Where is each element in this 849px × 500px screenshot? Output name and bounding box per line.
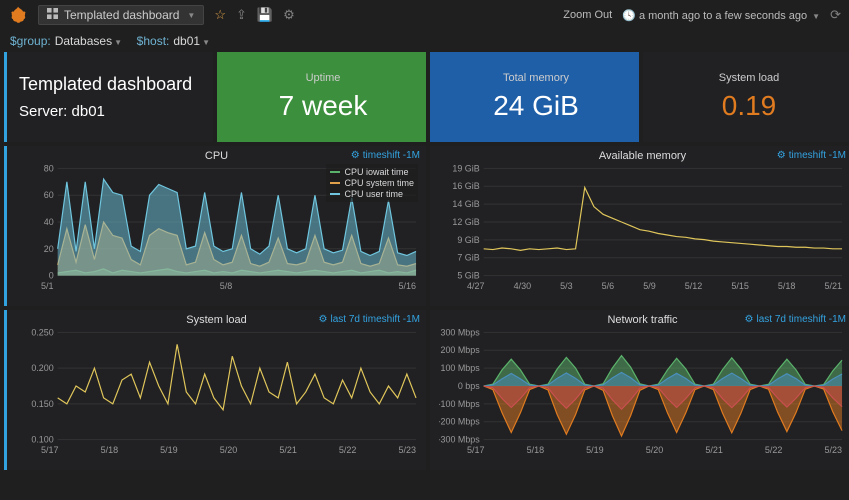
stat-title: Total memory — [503, 72, 569, 84]
svg-text:16 GiB: 16 GiB — [452, 181, 479, 191]
svg-text:-300 Mbps: -300 Mbps — [439, 435, 480, 445]
dashboard-picker[interactable]: Templated dashboard ▼ — [38, 5, 204, 25]
svg-text:0 bps: 0 bps — [458, 381, 480, 391]
var-value-group[interactable]: Databases▼ — [55, 34, 122, 48]
page-title: Templated dashboard — [19, 74, 213, 95]
stat-value: 7 week — [279, 90, 368, 122]
stat-title: System load — [719, 72, 780, 84]
svg-text:60: 60 — [44, 190, 54, 200]
timeshift-label: last 7d timeshift -1M — [745, 314, 846, 325]
svg-text:-100 Mbps: -100 Mbps — [439, 399, 480, 409]
stat-uptime[interactable]: Uptime 7 week — [217, 52, 426, 142]
svg-text:19 GiB: 19 GiB — [452, 163, 479, 173]
page-subtitle: Server: db01 — [19, 103, 213, 120]
x-axis: 5/175/185/195/205/215/225/23 — [439, 445, 846, 455]
chevron-down-icon: ▼ — [812, 12, 820, 21]
timeshift-label: timeshift -1M — [777, 150, 846, 161]
stat-title: Uptime — [306, 72, 341, 84]
gear-icon[interactable]: ⚙ — [283, 7, 295, 23]
grid-icon — [47, 8, 58, 22]
chevron-down-icon: ▼ — [114, 38, 122, 47]
time-range-label: a month ago to a few seconds ago — [639, 10, 807, 22]
svg-text:9 GiB: 9 GiB — [457, 235, 479, 245]
svg-text:200 Mbps: 200 Mbps — [441, 345, 481, 355]
template-vars: $group: Databases▼ $host: db01▼ ➤ — [0, 30, 849, 52]
x-axis: 5/175/185/195/205/215/225/23 — [13, 445, 420, 455]
x-axis: 5/15/85/16 — [13, 281, 420, 291]
star-icon[interactable]: ☆ — [214, 7, 226, 23]
chevron-down-icon: ▼ — [187, 11, 195, 20]
svg-text:0.200: 0.200 — [31, 363, 53, 373]
chevron-down-icon: ▼ — [202, 38, 210, 47]
svg-text:40: 40 — [44, 217, 54, 227]
save-icon[interactable]: 💾 — [257, 7, 273, 23]
var-value-host-label: db01 — [173, 34, 200, 48]
chart-plot: 5 GiB 7 GiB 9 GiB 12 GiB 14 GiB 16 GiB 19 GiB — [439, 163, 846, 281]
timeshift-label: timeshift -1M — [351, 150, 420, 161]
svg-text:0.100: 0.100 — [31, 435, 53, 445]
x-axis: 4/274/305/35/65/95/125/155/185/21 — [439, 281, 846, 291]
chart-available-memory[interactable]: Available memory timeshift -1M 5 GiB7 Gi… — [430, 146, 849, 306]
stat-value: 24 GiB — [493, 90, 579, 122]
svg-text:80: 80 — [44, 163, 54, 173]
svg-text:12 GiB: 12 GiB — [452, 217, 479, 227]
time-range-picker[interactable]: 🕓 a month ago to a few seconds ago ▼ — [622, 9, 820, 22]
topbar: Templated dashboard ▼ ☆ ⇪ 💾 ⚙ Zoom Out 🕓… — [0, 0, 849, 30]
title-panel: Templated dashboard Server: db01 — [4, 52, 213, 142]
chart-cpu[interactable]: CPU timeshift -1M 020406080 5/15/85/16 C… — [4, 146, 426, 306]
stat-system-load[interactable]: System load 0.19 — [643, 52, 849, 142]
var-value-host[interactable]: db01▼ — [173, 34, 210, 48]
svg-text:0.150: 0.150 — [31, 399, 53, 409]
refresh-icon[interactable]: ⟳ — [830, 7, 841, 23]
timeshift-label: last 7d timeshift -1M — [319, 314, 420, 325]
svg-text:100 Mbps: 100 Mbps — [441, 363, 481, 373]
clock-icon: 🕓 — [622, 10, 636, 22]
panel-grid: Templated dashboard Server: db01 Uptime … — [0, 52, 849, 470]
svg-text:20: 20 — [44, 244, 54, 254]
dashboard-title: Templated dashboard — [64, 8, 179, 22]
svg-text:0.250: 0.250 — [31, 327, 53, 337]
var-key-host: $host: — [137, 34, 170, 48]
chart-network-traffic[interactable]: Network traffic last 7d timeshift -1M -3… — [430, 310, 849, 470]
svg-text:-200 Mbps: -200 Mbps — [439, 417, 480, 427]
svg-text:300 Mbps: 300 Mbps — [441, 327, 481, 337]
svg-text:0: 0 — [49, 271, 54, 281]
stat-total-memory[interactable]: Total memory 24 GiB — [430, 52, 639, 142]
zoom-out-button[interactable]: Zoom Out — [563, 9, 612, 21]
var-value-group-label: Databases — [55, 34, 112, 48]
share-icon[interactable]: ⇪ — [236, 7, 247, 23]
chart-system-load[interactable]: System load last 7d timeshift -1M 0.1000… — [4, 310, 426, 470]
chart-plot: -300 Mbps -200 Mbps -100 Mbps 0 bps 100 Mbps… — [439, 327, 846, 445]
svg-text:7 GiB: 7 GiB — [457, 253, 479, 263]
var-key-group: $group: — [10, 34, 51, 48]
svg-text:5 GiB: 5 GiB — [457, 271, 479, 281]
svg-text:14 GiB: 14 GiB — [452, 199, 479, 209]
chart-legend: CPU iowait timeCPU system timeCPU user t… — [326, 164, 418, 202]
grafana-logo[interactable] — [8, 5, 28, 25]
chart-plot: 0.100 0.150 0.200 0.250 — [13, 327, 420, 445]
stat-value: 0.19 — [722, 90, 777, 122]
